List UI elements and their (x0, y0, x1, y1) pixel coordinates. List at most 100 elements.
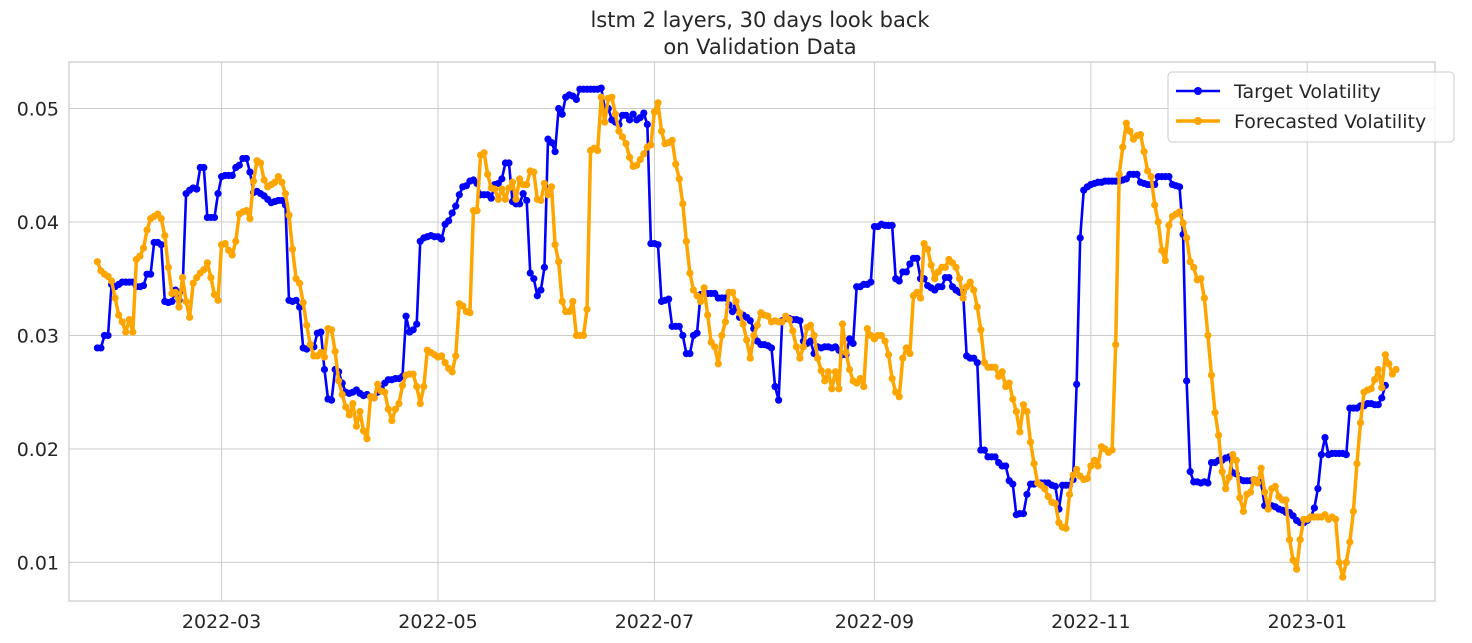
data-point (1264, 505, 1272, 513)
y-tick-label: 0.04 (17, 212, 59, 234)
data-point (1154, 218, 1162, 226)
data-point (714, 360, 722, 368)
data-point (806, 321, 815, 329)
data-point (555, 104, 563, 113)
data-point (728, 288, 737, 296)
legend-label-target: Target Volatility (1233, 81, 1381, 103)
data-point (505, 159, 513, 167)
data-point (1374, 401, 1382, 409)
data-point (487, 194, 495, 202)
data-point (1236, 494, 1244, 502)
data-point (1041, 485, 1049, 493)
data-point (679, 331, 687, 340)
data-point (228, 171, 236, 180)
data-point (296, 279, 304, 287)
data-point (242, 207, 250, 215)
data-point (1378, 384, 1386, 392)
data-point (1087, 462, 1095, 470)
data-point (1023, 490, 1031, 498)
data-point (817, 367, 825, 375)
data-point (271, 178, 279, 186)
data-point (831, 368, 839, 376)
data-point (1175, 208, 1184, 216)
data-point (285, 211, 293, 219)
data-point (1119, 143, 1127, 151)
data-point (1005, 379, 1013, 387)
data-point (537, 286, 545, 294)
data-point (767, 344, 776, 352)
data-point (374, 380, 382, 388)
data-point (402, 312, 410, 320)
data-point (1136, 131, 1145, 139)
data-point (345, 411, 353, 419)
data-point (398, 381, 407, 389)
data-point (721, 318, 729, 326)
data-point (1367, 385, 1375, 393)
data-point (1161, 256, 1169, 265)
data-point (931, 275, 939, 283)
data-point (1200, 294, 1208, 302)
data-point (359, 427, 368, 435)
data-point (1073, 465, 1081, 473)
data-point (349, 399, 357, 408)
x-tick-label: 2022-11 (1051, 611, 1130, 633)
data-point (775, 396, 783, 404)
data-point (959, 294, 967, 302)
data-point (1211, 409, 1219, 417)
data-point (1342, 558, 1350, 567)
data-point (484, 170, 492, 178)
data-point (1147, 173, 1155, 181)
plot-area (68, 61, 1436, 602)
data-point (941, 263, 949, 271)
data-point (111, 294, 119, 302)
data-point (1225, 473, 1233, 481)
data-point (739, 320, 747, 328)
data-point (1261, 488, 1269, 496)
data-point (672, 160, 680, 168)
data-point (711, 343, 719, 351)
data-point (1002, 462, 1010, 470)
data-point (1009, 480, 1017, 488)
data-point (193, 185, 201, 193)
data-point (1179, 219, 1187, 227)
data-point (292, 296, 300, 304)
data-point (849, 339, 857, 348)
data-point (558, 110, 566, 118)
data-point (1073, 380, 1081, 388)
data-point (700, 284, 708, 292)
data-point (1356, 419, 1365, 427)
data-point (370, 394, 378, 402)
data-point (945, 274, 953, 282)
data-point (750, 331, 758, 340)
data-point (335, 377, 343, 385)
data-point (352, 422, 360, 430)
data-point (391, 405, 400, 413)
data-point (806, 337, 815, 345)
data-point (118, 318, 126, 326)
data-point (327, 326, 336, 334)
data-point (381, 388, 389, 396)
x-tick-label: 2022-03 (182, 611, 261, 633)
data-point (551, 241, 559, 249)
data-point (838, 320, 847, 328)
data-point (178, 274, 187, 282)
data-point (448, 209, 456, 217)
data-point (1069, 471, 1077, 479)
data-point (1009, 395, 1017, 403)
data-point (1062, 524, 1070, 532)
x-tick-label: 2022-07 (615, 611, 694, 633)
data-point (327, 396, 336, 404)
data-point (409, 370, 417, 378)
data-point (1183, 377, 1191, 385)
legend-marker-target (1194, 87, 1202, 95)
data-point (437, 235, 446, 243)
data-point (1076, 234, 1084, 242)
data-point (1108, 446, 1116, 454)
data-point (1257, 464, 1265, 472)
data-point (633, 161, 641, 169)
data-point (789, 327, 797, 335)
data-point (115, 311, 123, 319)
data-point (881, 337, 889, 345)
data-point (1144, 167, 1152, 175)
data-point (200, 163, 208, 172)
